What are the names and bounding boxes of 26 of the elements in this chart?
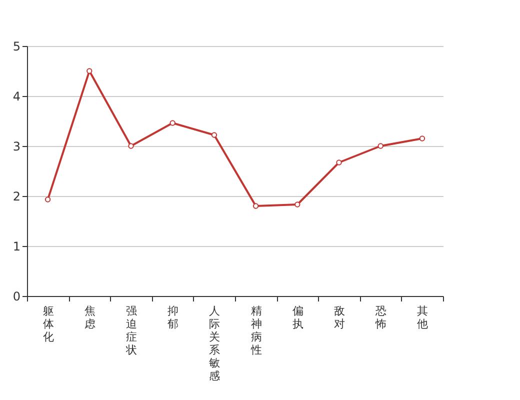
x-tick-label: 敌对	[334, 304, 345, 330]
y-tick-label: 1	[12, 240, 20, 254]
x-tick-label: 恐怖	[374, 304, 387, 330]
x-tick-label: 人际关系敏感	[209, 304, 220, 382]
x-tick-label: 偏执	[292, 304, 304, 330]
x-tick-label: 强迫症状	[125, 304, 137, 356]
y-tick-label: 3	[12, 140, 20, 154]
x-tick-label: 其他	[417, 304, 428, 330]
point	[294, 202, 300, 208]
point	[378, 143, 384, 149]
y-tick-label: 2	[12, 190, 20, 204]
x-tick-label: 焦虑	[84, 304, 96, 330]
y-tick-label: 5	[12, 40, 20, 54]
x-tick-label: 精神病性	[250, 304, 262, 356]
point	[86, 68, 92, 74]
point	[170, 120, 176, 126]
x-tick-label: 抑郁	[168, 304, 179, 330]
point	[44, 196, 51, 202]
point	[252, 203, 259, 209]
x-tick-label: 躯体化	[42, 304, 54, 344]
point	[419, 136, 426, 142]
point	[336, 160, 342, 166]
point	[211, 132, 218, 138]
y-tick-label: 4	[12, 90, 20, 104]
point	[128, 143, 134, 149]
y-tick-label: 0	[12, 290, 20, 304]
